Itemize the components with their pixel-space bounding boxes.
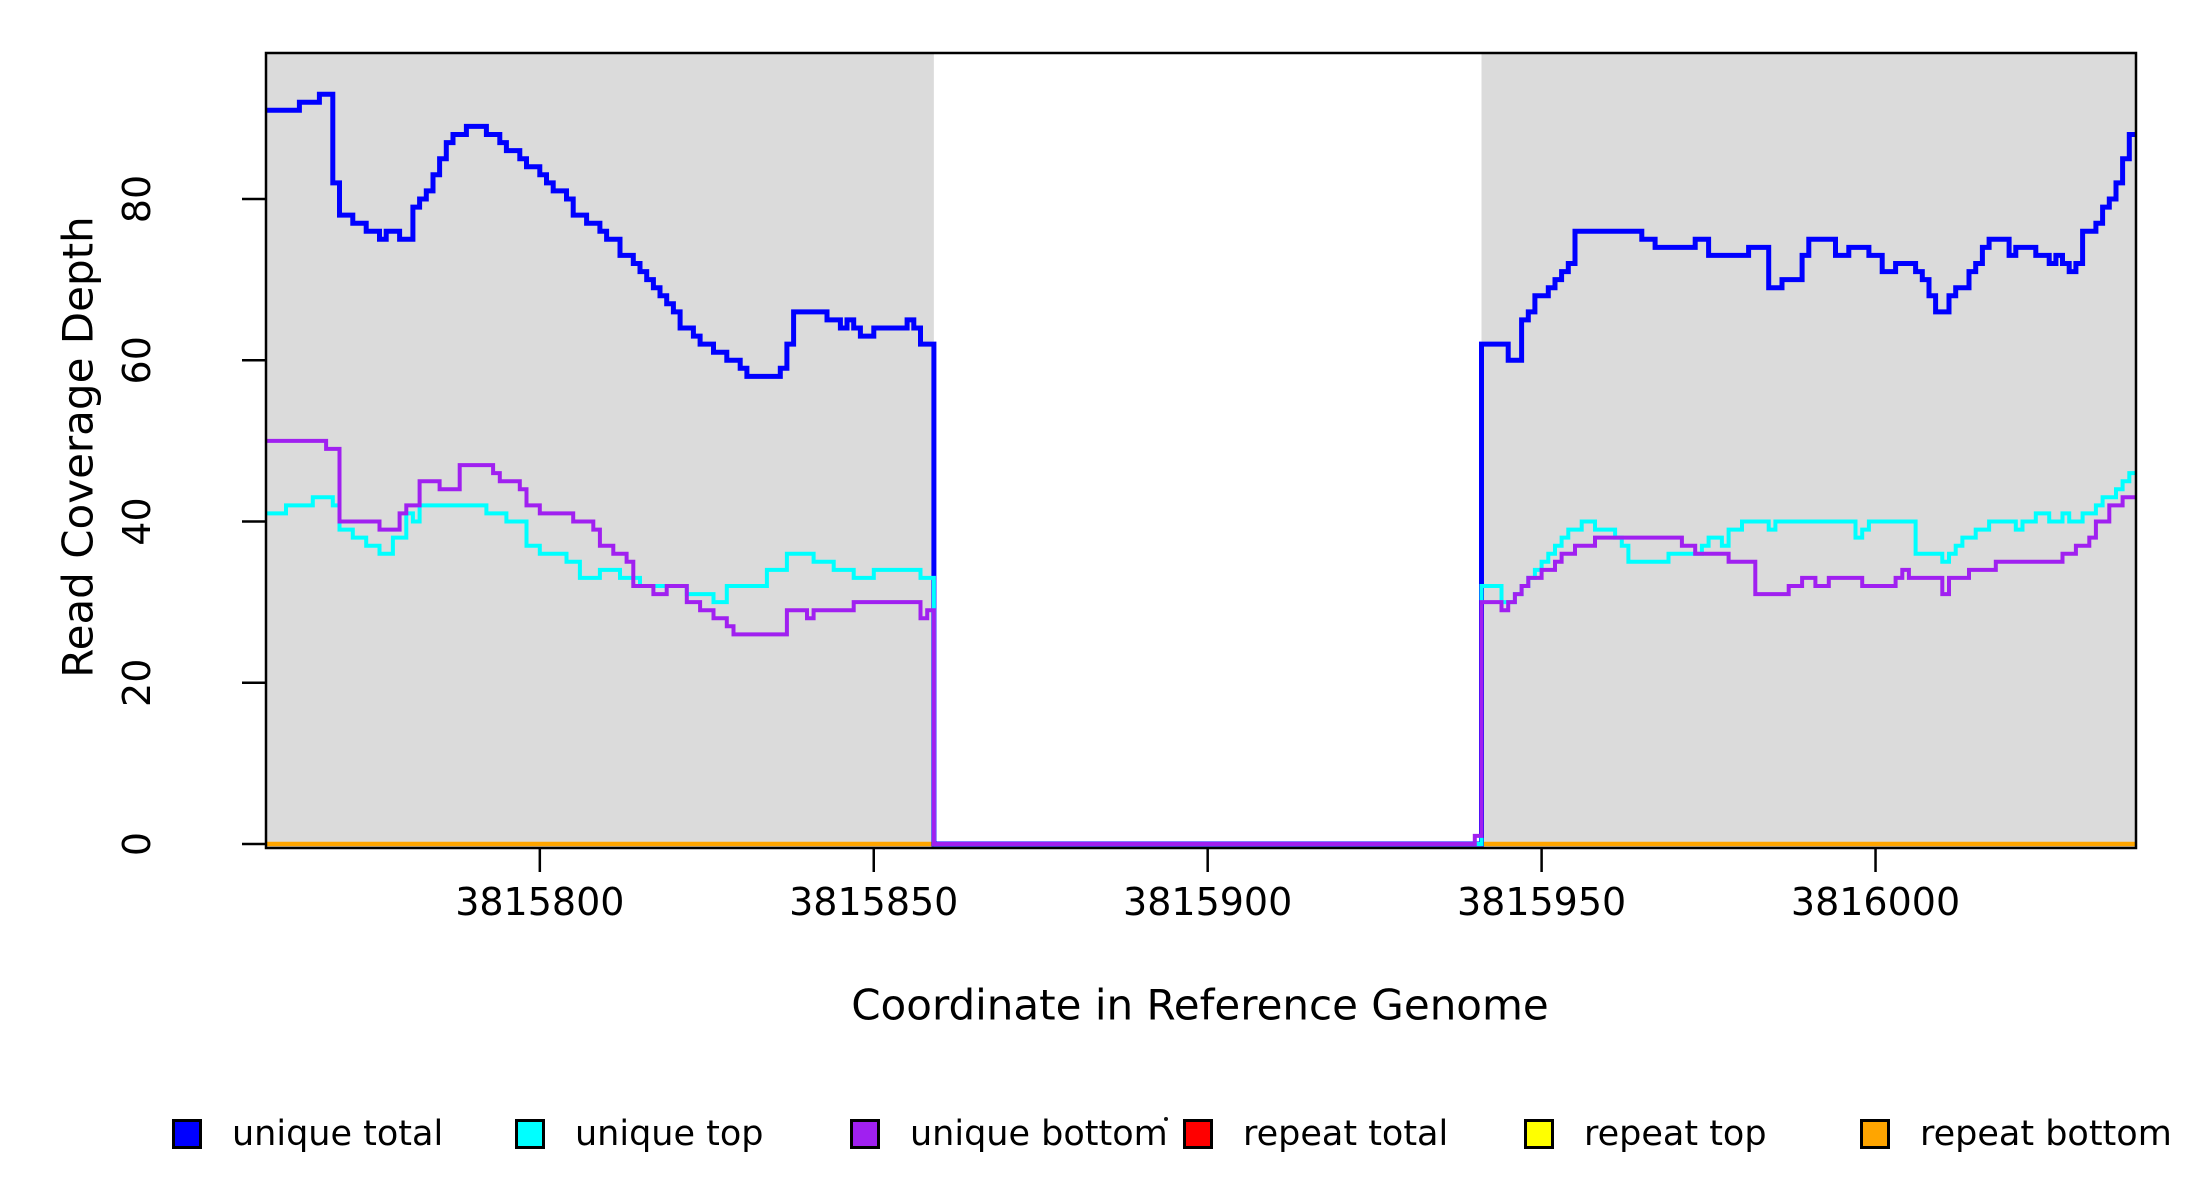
stray-dot bbox=[1164, 1117, 1168, 1121]
legend-item-unique-top: unique top bbox=[515, 1112, 764, 1156]
shaded-region-2 bbox=[1481, 53, 2136, 848]
legend: unique total unique top unique bottom re… bbox=[0, 1112, 2200, 1162]
legend-item-unique-total: unique total bbox=[172, 1112, 443, 1156]
series-unique-bottom-line bbox=[266, 438, 2136, 846]
x-axis-title: Coordinate in Reference Genome bbox=[851, 980, 1549, 1030]
legend-label: unique top bbox=[575, 1114, 764, 1154]
legend-item-repeat-bottom: repeat bottom bbox=[1860, 1112, 2172, 1156]
repeat-total-swatch bbox=[1183, 1119, 1213, 1149]
y-tick-label: 80 bbox=[115, 175, 159, 223]
legend-item-unique-bottom: unique bottom bbox=[850, 1112, 1168, 1156]
unique-total-swatch bbox=[172, 1119, 202, 1149]
y-axis-title: Read Coverage Depth bbox=[53, 216, 103, 678]
unique-top-swatch bbox=[515, 1119, 545, 1149]
legend-label: repeat total bbox=[1243, 1114, 1449, 1154]
unique-bottom-swatch bbox=[850, 1119, 880, 1149]
x-tick-label: 3815950 bbox=[1457, 880, 1626, 924]
repeat-bottom-swatch bbox=[1860, 1119, 1890, 1149]
legend-item-repeat-total: repeat total bbox=[1183, 1112, 1448, 1156]
plot-border bbox=[264, 51, 2138, 850]
shaded-region-1 bbox=[266, 53, 934, 848]
legend-item-repeat-top: repeat top bbox=[1524, 1112, 1767, 1156]
legend-label: repeat top bbox=[1584, 1114, 1767, 1154]
y-tick-label: 20 bbox=[115, 659, 159, 707]
legend-label: unique total bbox=[232, 1114, 444, 1154]
x-tick-label: 3815800 bbox=[455, 880, 624, 924]
repeat-top-swatch bbox=[1524, 1119, 1554, 1149]
x-tick-label: 3815850 bbox=[789, 880, 958, 924]
legend-label: unique bottom bbox=[910, 1114, 1168, 1154]
y-tick-label: 40 bbox=[115, 497, 159, 545]
x-tick-label: 3816000 bbox=[1791, 880, 1960, 924]
x-tick-label: 3815900 bbox=[1123, 880, 1292, 924]
y-tick-label: 0 bbox=[115, 832, 159, 856]
y-tick-label: 60 bbox=[115, 336, 159, 384]
legend-label: repeat bottom bbox=[1920, 1114, 2172, 1154]
